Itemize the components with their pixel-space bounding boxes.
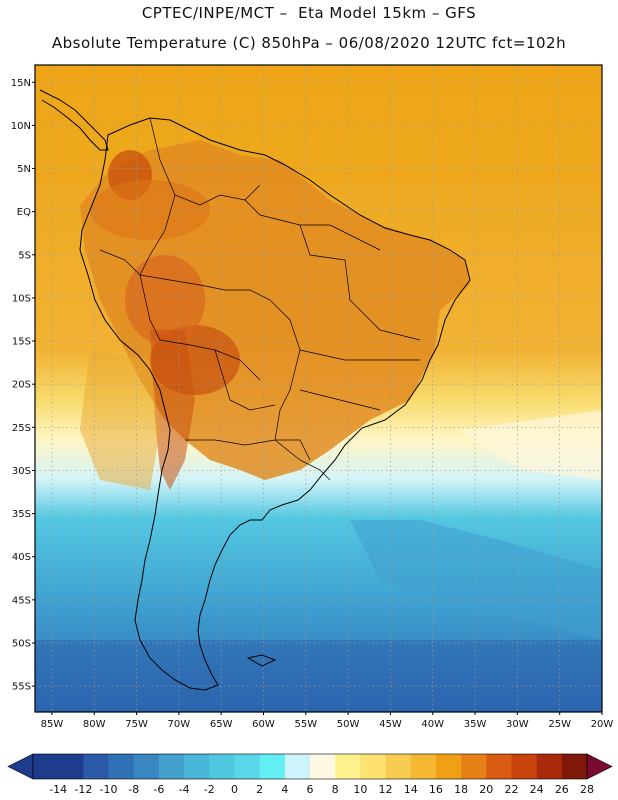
colorbar-swatch	[536, 754, 563, 779]
graticule	[35, 65, 602, 712]
colorbar-label: 12	[379, 783, 393, 796]
lat-label: 35S	[12, 509, 31, 520]
lat-label: 40S	[12, 552, 31, 563]
lon-label: 70W	[168, 719, 191, 730]
colorbar-label: -14	[49, 783, 67, 796]
colorbar-label: -4	[179, 783, 190, 796]
colorbar-swatch	[385, 754, 412, 779]
lat-label: 45S	[12, 595, 31, 606]
colorbar-swatch	[461, 754, 487, 779]
colorbar-swatch	[259, 754, 286, 779]
colorbar-label: 26	[555, 783, 569, 796]
colorbar-swatch	[335, 754, 361, 779]
latitude-labels: 15N 10N 5N EQ 5S 10S 15S 20S 25S 30S 35S 40S 45S 50S 5…	[11, 78, 35, 693]
colorbar-swatch	[310, 754, 336, 779]
lon-label: 75W	[125, 719, 148, 730]
lon-label: 40W	[421, 719, 444, 730]
country-borders	[99, 117, 421, 481]
colorbar-swatch	[108, 754, 135, 779]
lat-label: 15S	[12, 337, 31, 348]
colorbar-label: -12	[74, 783, 92, 796]
lon-label: 20W	[591, 719, 614, 730]
warm-area-andes-north	[90, 180, 210, 240]
cold-atlantic-tongue	[350, 520, 602, 640]
central-america-outline	[39, 89, 109, 151]
map-frame	[34, 64, 603, 713]
colorbar-frame	[32, 753, 588, 780]
lat-label: 20S	[12, 380, 31, 391]
lon-label: 85W	[41, 719, 64, 730]
colorbar-swatch	[561, 754, 588, 779]
colorbar-label: 18	[454, 783, 468, 796]
lon-label: 45W	[379, 719, 402, 730]
colorbar-swatch	[486, 754, 512, 779]
colorbar-label: -8	[128, 783, 139, 796]
colorbar-label: 16	[429, 783, 443, 796]
colorbar-label: 28	[580, 783, 594, 796]
colorbar-swatch	[83, 754, 109, 779]
lon-label: 25W	[548, 719, 571, 730]
lon-label: 30W	[506, 719, 529, 730]
colorbar-label: 2	[256, 783, 263, 796]
lat-label: 5S	[18, 250, 31, 261]
colorbar: -14 -12 -10 -8 -6 -4 -2 0 2 4 6 8 10 12 14 16 18 20 22 24 26…	[7, 753, 613, 796]
colorbar-label: 6	[307, 783, 314, 796]
colorbar-swatch	[360, 754, 386, 779]
continent-outline	[79, 117, 471, 691]
lon-label: 50W	[337, 719, 360, 730]
colorbar-swatch	[435, 754, 462, 779]
map-title-line-1: CPTEC/INPE/MCT – Eta Model 15km – GFS	[141, 4, 477, 22]
lat-label: 25S	[12, 423, 31, 434]
lat-label: EQ	[17, 207, 31, 218]
colorbar-max-arrow	[586, 753, 613, 780]
colorbar-label: 14	[404, 783, 418, 796]
colorbar-label: -6	[153, 783, 164, 796]
lat-label: 50S	[12, 638, 31, 649]
colorbar-label: 20	[479, 783, 493, 796]
hot-core-peru	[125, 255, 205, 345]
lat-label: 5N	[17, 164, 31, 175]
colorbar-swatch	[184, 754, 210, 779]
hot-strip-andes	[150, 330, 195, 490]
colorbar-label: -2	[204, 783, 215, 796]
lat-label: 30S	[12, 466, 31, 477]
lon-label: 80W	[83, 719, 106, 730]
lat-label: 10N	[11, 121, 31, 132]
colorbar-label: 24	[530, 783, 544, 796]
colorbar-swatch	[234, 754, 260, 779]
lat-label: 15N	[11, 78, 31, 89]
lon-label: 60W	[252, 719, 275, 730]
colorbar-label: 4	[281, 783, 288, 796]
colorbar-label: 10	[353, 783, 367, 796]
colorbar-label: 22	[504, 783, 518, 796]
lon-label: 35W	[464, 719, 487, 730]
lon-label: 65W	[210, 719, 233, 730]
colorbar-swatch	[511, 754, 537, 779]
cold-south-band	[35, 640, 602, 712]
colorbar-swatch	[58, 754, 84, 779]
map-field	[35, 65, 602, 712]
colorbar-swatch	[284, 754, 311, 779]
colorbar-swatch	[410, 754, 437, 779]
map-title-line-2: Absolute Temperature (C) 850hPa – 06/08/…	[51, 34, 567, 52]
colorbar-label: 8	[332, 783, 339, 796]
colorbar-label: -10	[100, 783, 118, 796]
longitude-labels: 85W 80W 75W 70W 65W 60W 55W 50W 45W 40W 35W 30W 25W 2…	[41, 712, 614, 730]
colorbar-swatch	[133, 754, 160, 779]
lon-label: 55W	[294, 719, 317, 730]
colorbar-swatch	[209, 754, 235, 779]
colorbar-swatch	[33, 754, 59, 779]
falklands-outline	[246, 654, 277, 667]
warm-pacific-patch	[80, 350, 160, 490]
colorbar-swatch	[158, 754, 185, 779]
colorbar-min-arrow	[7, 753, 34, 780]
lat-label: 55S	[12, 682, 31, 693]
lat-label: 10S	[12, 293, 31, 304]
colorbar-label: 0	[231, 783, 238, 796]
